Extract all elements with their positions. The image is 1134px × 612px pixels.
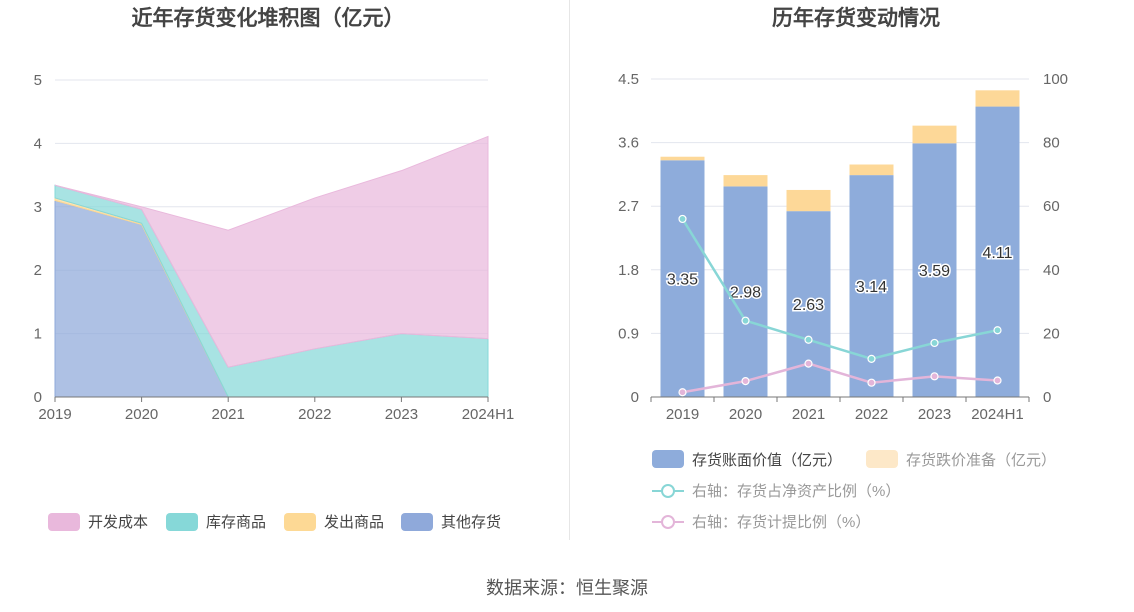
y-right-tick-label: 80 bbox=[1043, 135, 1060, 152]
chart-title: 历年存货变动情况 bbox=[772, 6, 940, 30]
x-tick-label: 2023 bbox=[385, 406, 418, 423]
line-point bbox=[867, 378, 876, 387]
y-left-tick-label: 0 bbox=[631, 389, 639, 406]
bar-impairment bbox=[912, 125, 957, 144]
x-tick-label: 2020 bbox=[729, 406, 762, 423]
bar-value-label: 4.11 bbox=[983, 245, 1013, 262]
bar-impairment bbox=[660, 156, 705, 161]
legend-line-marker bbox=[661, 484, 675, 498]
line-point bbox=[678, 214, 687, 224]
panel-divider bbox=[569, 0, 570, 540]
y-right-tick-label: 60 bbox=[1043, 198, 1060, 215]
line-point bbox=[741, 377, 750, 386]
legend-label: 右轴：存货计提比例（%） bbox=[692, 514, 870, 531]
y-left-tick-label: 3.6 bbox=[618, 135, 639, 152]
y-left-tick-label: 2.7 bbox=[618, 198, 639, 215]
y-tick-label: 3 bbox=[34, 199, 42, 216]
line-series bbox=[681, 218, 998, 361]
legend-label: 开发成本 bbox=[88, 514, 148, 531]
legend-label: 库存商品 bbox=[206, 514, 266, 531]
bar-value-label: 3.14 bbox=[856, 279, 887, 296]
y-tick-label: 1 bbox=[34, 326, 42, 343]
y-right-tick-label: 100 bbox=[1043, 71, 1068, 88]
y-left-tick-label: 0.9 bbox=[618, 325, 639, 342]
legend-label: 存货账面价值（亿元） bbox=[692, 452, 842, 469]
line-point bbox=[930, 372, 939, 381]
stacked-area-chart: 近年存货变化堆积图（亿元） 0 1 2 3 4 5 2019 2020 2021 2022 2023 2… bbox=[34, 6, 515, 531]
bar-impairment bbox=[975, 90, 1020, 107]
x-tick-label: 2022 bbox=[855, 406, 888, 423]
y-right-tick-label: 40 bbox=[1043, 262, 1060, 279]
x-tick-label: 2021 bbox=[792, 406, 825, 423]
x-tick-label: 2024H1 bbox=[462, 406, 515, 423]
bar-value-label: 3.59 bbox=[919, 263, 950, 280]
legend-swatch bbox=[284, 513, 316, 531]
legend-label: 右轴：存货占净资产比例（%） bbox=[692, 483, 900, 500]
legend-swatch bbox=[652, 450, 684, 468]
area-series-开发成本 bbox=[54, 135, 489, 368]
bar-impairment bbox=[723, 175, 768, 187]
bar-impairment bbox=[849, 164, 894, 176]
bar-book-value bbox=[660, 160, 705, 397]
x-tick-label: 2020 bbox=[125, 406, 158, 423]
bar-impairment bbox=[786, 189, 831, 212]
y-left-tick-label: 1.8 bbox=[618, 262, 639, 279]
line-point bbox=[678, 388, 687, 397]
line-point bbox=[993, 326, 1002, 335]
line-point bbox=[867, 354, 876, 363]
y-right-tick-label: 0 bbox=[1043, 389, 1051, 406]
x-tick-label: 2023 bbox=[918, 406, 951, 423]
legend-swatch bbox=[866, 450, 898, 468]
bar-value-label: 3.35 bbox=[667, 272, 698, 289]
legend-label: 发出商品 bbox=[324, 514, 384, 531]
bar-book-value bbox=[723, 186, 768, 397]
y-left-tick-label: 4.5 bbox=[618, 71, 639, 88]
legend-line-marker bbox=[661, 515, 675, 529]
inventory-bar-chart: 历年存货变动情况 0 0.9 1.8 2.7 3.6 4.5 0 20 40 60 80 100 3.35… bbox=[618, 6, 1068, 531]
x-tick-label: 2019 bbox=[666, 406, 699, 423]
line-point bbox=[993, 376, 1002, 385]
bar-value-label: 2.63 bbox=[793, 297, 824, 314]
legend-label: 存货跌价准备（亿元） bbox=[906, 452, 1056, 469]
line-point bbox=[804, 335, 813, 344]
y-tick-label: 2 bbox=[34, 262, 42, 279]
x-tick-label: 2022 bbox=[298, 406, 331, 423]
legend-swatch bbox=[401, 513, 433, 531]
legend-swatch bbox=[48, 513, 80, 531]
legend-label: 其他存货 bbox=[441, 514, 501, 531]
bar-book-value bbox=[975, 106, 1020, 397]
source-label: 数据来源：恒生聚源 bbox=[486, 578, 648, 598]
x-tick-label: 2024H1 bbox=[971, 406, 1024, 423]
line-series bbox=[682, 362, 998, 394]
line-point bbox=[741, 316, 750, 325]
bar-book-value bbox=[912, 143, 957, 397]
y-tick-label: 5 bbox=[34, 72, 42, 89]
x-tick-label: 2019 bbox=[38, 406, 71, 423]
bar-value-label: 2.98 bbox=[730, 285, 761, 302]
line-point bbox=[804, 359, 813, 368]
legend-swatch bbox=[166, 513, 198, 531]
chart-title: 近年存货变化堆积图（亿元） bbox=[132, 6, 405, 30]
y-tick-label: 4 bbox=[34, 135, 42, 152]
x-tick-label: 2021 bbox=[212, 406, 245, 423]
line-point bbox=[930, 338, 939, 348]
y-tick-label: 0 bbox=[34, 389, 42, 406]
y-right-tick-label: 20 bbox=[1043, 325, 1060, 342]
